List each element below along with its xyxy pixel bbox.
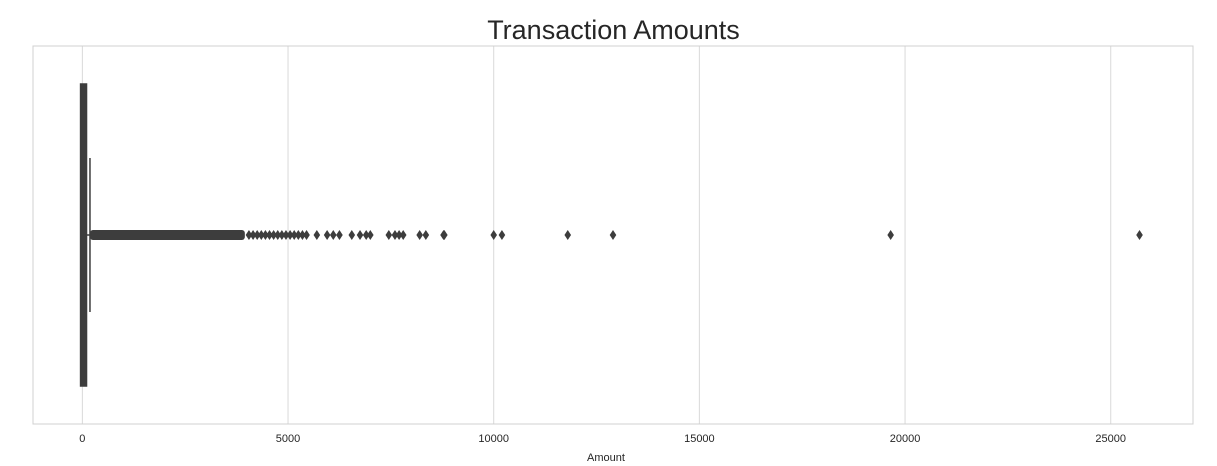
outlier-point (257, 230, 265, 240)
outlier-point (490, 230, 498, 240)
outlier-point (362, 230, 370, 240)
outlier-point (295, 230, 302, 240)
outlier-point (286, 230, 294, 240)
x-axis-ticks: 0 5000 10000 15000 20000 25000 (79, 433, 1126, 445)
outlier-dense-band (89, 230, 245, 240)
outlier-point (270, 230, 277, 240)
outlier-point (323, 230, 331, 240)
x-tick-label: 20000 (890, 433, 921, 445)
outlier-point (1136, 230, 1143, 240)
outlier-point (385, 230, 393, 240)
outlier-point (266, 230, 273, 240)
outlier-point (282, 230, 290, 240)
outlier-point (367, 230, 374, 240)
outlier-point (262, 230, 269, 240)
outlier-point (564, 230, 572, 240)
outlier-point (422, 230, 430, 240)
outlier-point (253, 230, 261, 240)
outlier-point (290, 230, 298, 240)
outlier-point (395, 230, 403, 240)
x-tick-label: 15000 (684, 433, 715, 445)
outlier-point (498, 230, 506, 240)
x-tick-label: 10000 (478, 433, 509, 445)
outlier-point (303, 230, 310, 240)
outlier-point (887, 230, 894, 240)
outlier-point (441, 230, 448, 240)
outlier-point (399, 230, 407, 240)
outlier-point (249, 230, 257, 240)
outlier-point (245, 230, 253, 240)
outlier-point (348, 230, 356, 240)
outlier-point (356, 230, 364, 240)
outlier-point (336, 230, 343, 240)
outlier-point (391, 230, 399, 240)
outlier-point (329, 230, 337, 240)
outlier-point (416, 230, 423, 240)
outlier-point (313, 230, 321, 240)
outliers (89, 230, 1143, 240)
plot-frame (32, 45, 1194, 425)
outlier-point (274, 230, 282, 240)
x-axis-label: Amount (587, 452, 625, 464)
x-tick-label: 0 (79, 433, 85, 445)
box-element (79, 83, 91, 387)
outlier-point (609, 230, 617, 240)
x-tick-label: 5000 (276, 433, 300, 445)
x-tick-label: 25000 (1095, 433, 1126, 445)
outlier-point (278, 230, 286, 240)
chart-title: Transaction Amounts (487, 15, 740, 45)
outlier-point (299, 230, 306, 240)
